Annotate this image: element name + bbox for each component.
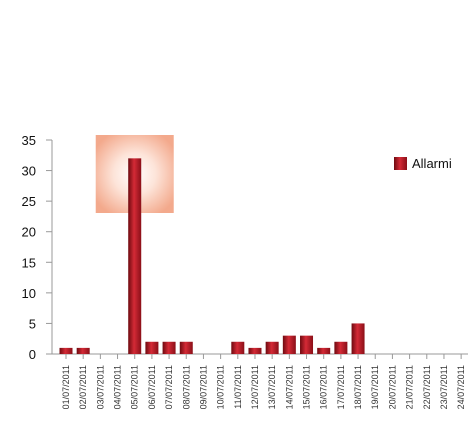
x-tick-label: 07/07/2011 <box>164 365 174 409</box>
bar-06/07/2011 <box>145 341 159 354</box>
y-tick-label: 20 <box>22 225 36 240</box>
y-tick-label: 35 <box>22 133 36 148</box>
x-tick-label: 13/07/2011 <box>267 365 277 409</box>
x-tick-label: 08/07/2011 <box>181 365 191 409</box>
bar-08/07/2011 <box>179 341 193 354</box>
legend-swatch <box>394 157 407 170</box>
y-tick-label: 15 <box>22 255 36 270</box>
bar-13/07/2011 <box>265 341 279 354</box>
bar-16/07/2011 <box>317 347 331 354</box>
bar-07/07/2011 <box>162 341 176 354</box>
x-tick-label: 04/07/2011 <box>113 365 123 409</box>
x-tick-label: 15/07/2011 <box>302 365 312 409</box>
x-tick-label: 18/07/2011 <box>353 365 363 409</box>
bar-14/07/2011 <box>282 335 296 354</box>
x-tick-label: 01/07/2011 <box>61 365 71 409</box>
x-tick-label: 19/07/2011 <box>370 365 380 409</box>
y-tick-label: 25 <box>22 194 36 209</box>
y-tick-label: 0 <box>29 347 36 362</box>
bar-05/07/2011 <box>128 158 142 354</box>
x-tick-label: 23/07/2011 <box>439 365 449 409</box>
x-tick-label: 05/07/2011 <box>130 365 140 409</box>
bar-15/07/2011 <box>300 335 314 354</box>
bar-18/07/2011 <box>351 323 365 354</box>
bar-02/07/2011 <box>76 347 90 354</box>
bar-12/07/2011 <box>248 347 262 354</box>
legend-label: Allarmi <box>412 156 452 171</box>
x-tick-label: 16/07/2011 <box>319 365 329 409</box>
x-tick-label: 14/07/2011 <box>284 365 294 409</box>
x-tick-label: 17/07/2011 <box>336 365 346 409</box>
x-tick-label: 10/07/2011 <box>216 365 226 409</box>
y-tick-label: 30 <box>22 164 36 179</box>
x-tick-label: 12/07/2011 <box>250 365 260 409</box>
y-tick-label: 10 <box>22 286 36 301</box>
x-tick-label: 20/07/2011 <box>387 365 397 409</box>
x-tick-label: 02/07/2011 <box>78 365 88 409</box>
x-tick-label: 03/07/2011 <box>95 365 105 409</box>
legend: Allarmi <box>394 156 452 171</box>
bar-01/07/2011 <box>59 347 73 354</box>
x-tick-label: 22/07/2011 <box>422 365 432 409</box>
x-tick-label: 09/07/2011 <box>198 365 208 409</box>
bar-11/07/2011 <box>231 341 245 354</box>
x-tick-label: 11/07/2011 <box>233 365 243 409</box>
bar-17/07/2011 <box>334 341 348 354</box>
x-tick-label: 21/07/2011 <box>405 365 415 409</box>
x-tick-label: 24/07/2011 <box>456 365 466 409</box>
y-tick-label: 5 <box>29 316 36 331</box>
x-tick-label: 06/07/2011 <box>147 365 157 409</box>
